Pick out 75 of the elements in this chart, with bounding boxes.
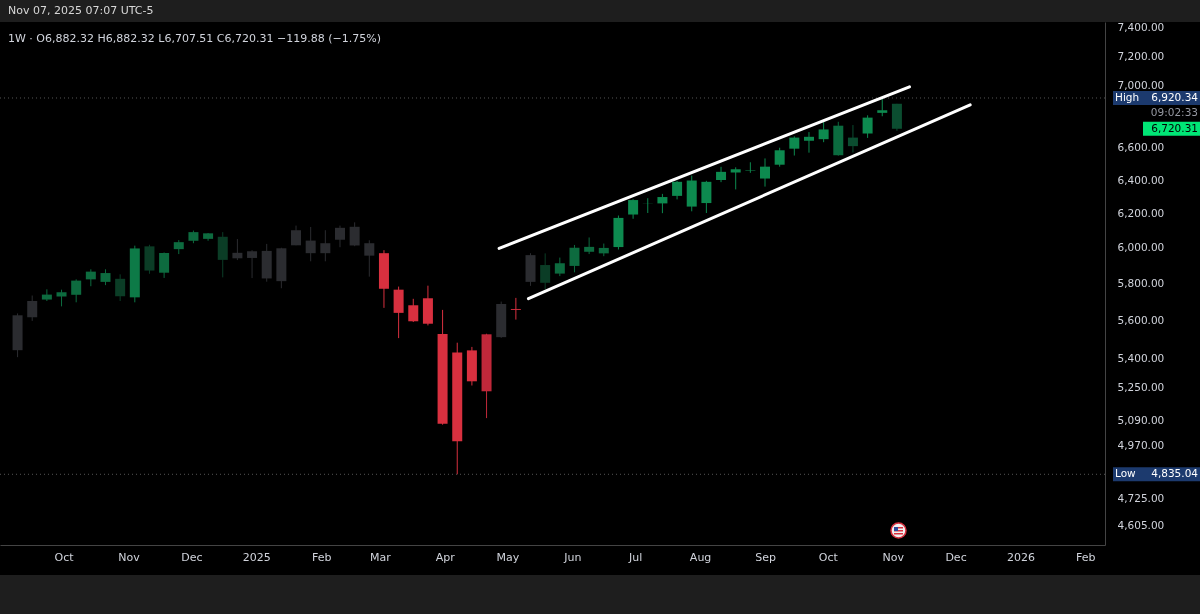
text: 6,720.31: [1151, 121, 1198, 134]
candlestick: [701, 180, 712, 214]
candlestick: [510, 297, 521, 321]
candlestick: [27, 295, 38, 322]
candlestick: [745, 161, 756, 174]
y-tick-label: 7,200.00: [1117, 49, 1165, 62]
candlestick: [818, 121, 829, 143]
y-tick-label: 4,725.00: [1117, 491, 1165, 504]
x-tick-label: Oct: [54, 550, 75, 564]
candlestick: [364, 239, 375, 278]
candlestick: [877, 97, 888, 117]
candlestick: [71, 278, 82, 303]
x-tick-label: Nov: [882, 550, 905, 564]
candlestick: [862, 114, 873, 139]
y-tick-label: 7,000.00: [1117, 79, 1165, 92]
y-tick-label: 5,800.00: [1117, 276, 1165, 289]
text: 6,920.34: [1151, 90, 1199, 103]
candlestick: [334, 225, 345, 248]
x-tick-label: Feb: [311, 550, 332, 564]
text: 09:02:33: [1150, 105, 1198, 118]
text: Nov 07, 2025 07:07 UTC-5: [7, 3, 155, 19]
x-tick-label: May: [496, 550, 520, 564]
x-tick-label: Aug: [689, 550, 712, 564]
candlestick: [554, 257, 565, 277]
y-tick-label: 4,605.00: [1117, 518, 1165, 531]
candlestick: [774, 147, 785, 168]
x-tick-label: Dec: [181, 550, 203, 564]
y-tick-label: 5,400.00: [1117, 351, 1165, 364]
candlestick: [540, 252, 551, 290]
candlestick: [115, 273, 126, 302]
y-tick-label: 5,250.00: [1117, 381, 1165, 394]
candlestick: [569, 244, 580, 273]
y-tick-label: 5,600.00: [1117, 313, 1165, 326]
candlestick: [349, 221, 360, 247]
candlestick: [716, 166, 727, 183]
y-tick-label: 6,200.00: [1117, 206, 1165, 219]
y-tick-label: 6,000.00: [1117, 241, 1165, 254]
y-tick-label: 7,400.00: [1117, 21, 1165, 34]
candlestick: [305, 226, 316, 262]
text: 1W · O6,882.32 H6,882.32 L6,707.51 C6,720.31 −119.88 (−1.75%): [8, 32, 381, 45]
ref-line-label: Low: [1115, 467, 1137, 480]
x-tick-label: Apr: [435, 550, 456, 564]
candlestick: [789, 135, 800, 157]
candlestick: [847, 124, 858, 154]
candlestick: [657, 193, 668, 214]
x-tick-label: Jul: [628, 550, 643, 564]
candlestick: [803, 131, 814, 154]
candlestick: [672, 180, 683, 200]
x-tick-label: Mar: [369, 550, 392, 564]
candlestick: [232, 238, 243, 261]
candlestick: [159, 251, 170, 279]
candlestick: [320, 229, 331, 262]
x-tick-label: Oct: [818, 550, 839, 564]
x-tick-label: Nov: [118, 550, 141, 564]
x-tick-label: 2025: [242, 550, 271, 564]
candlestick: [760, 157, 771, 188]
candlestick: [730, 166, 741, 190]
y-tick-label: 5,090.00: [1117, 413, 1165, 426]
candlestick: [393, 286, 404, 339]
y-tick-label: 6,400.00: [1117, 173, 1165, 186]
x-tick-label: Jun: [563, 550, 582, 564]
candlestick: [584, 236, 595, 255]
x-tick-label: Dec: [945, 550, 967, 564]
x-tick-label: Sep: [755, 550, 776, 564]
x-tick-label: 2026: [1006, 550, 1035, 564]
candlestick: [41, 288, 52, 302]
y-tick-label: 4,970.00: [1117, 438, 1165, 451]
candlestick: [628, 198, 639, 220]
ref-line-label: High: [1115, 90, 1140, 103]
candlestick: [217, 231, 228, 278]
x-tick-label: Feb: [1076, 550, 1096, 564]
text: 4,835.04: [1151, 467, 1199, 480]
y-tick-label: 6,600.00: [1117, 141, 1165, 154]
candlestick: [408, 298, 419, 323]
candlestick: [247, 249, 258, 279]
